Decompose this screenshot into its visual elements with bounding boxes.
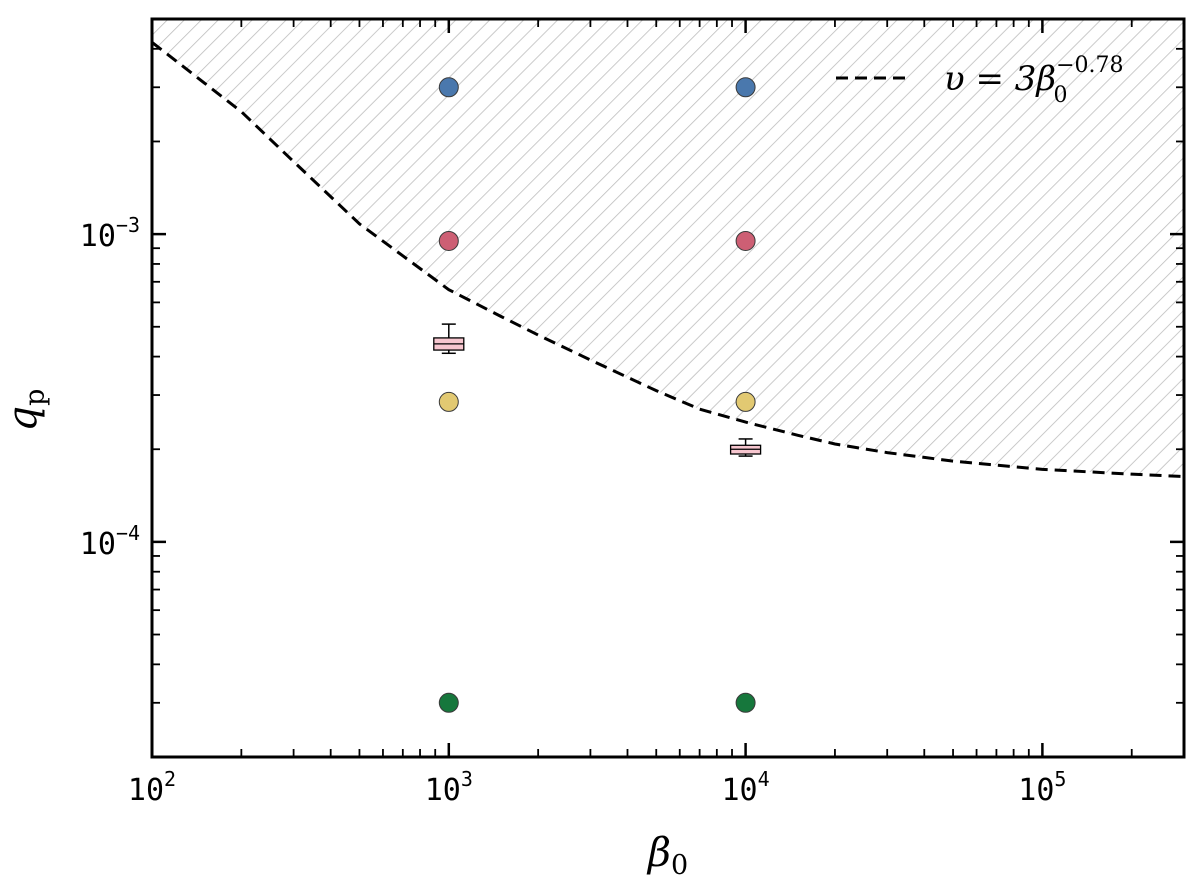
x-axis: 102 103 104 105 — [128, 19, 1185, 808]
plot-area — [152, 19, 1184, 713]
data-point — [735, 692, 756, 713]
data-point — [438, 230, 459, 251]
x-tick-label: 105 — [1018, 767, 1066, 808]
box-marker — [433, 323, 465, 355]
data-point — [735, 77, 756, 98]
x-tick-label: 104 — [722, 767, 770, 808]
box-marker — [729, 438, 762, 457]
plot-frame — [150, 17, 1186, 759]
legend: υ = 3β−0.78 0 — [836, 53, 1124, 108]
series-curve — [152, 41, 1184, 479]
legend-label: υ = 3β−0.78 0 — [944, 53, 1124, 108]
y-tick-label: 10−3 — [80, 213, 140, 254]
hatched-region — [152, 19, 1184, 477]
x-axis-title: β0 — [646, 830, 688, 877]
x-tick-label: 102 — [128, 767, 176, 808]
data-point — [438, 391, 459, 412]
y-tick-label: 10−4 — [80, 521, 140, 562]
y-axis-title: qp — [0, 389, 51, 432]
data-point — [735, 391, 756, 412]
data-point — [438, 692, 459, 713]
data-point — [438, 77, 459, 98]
data-point — [735, 230, 756, 251]
x-tick-label: 103 — [425, 767, 473, 808]
